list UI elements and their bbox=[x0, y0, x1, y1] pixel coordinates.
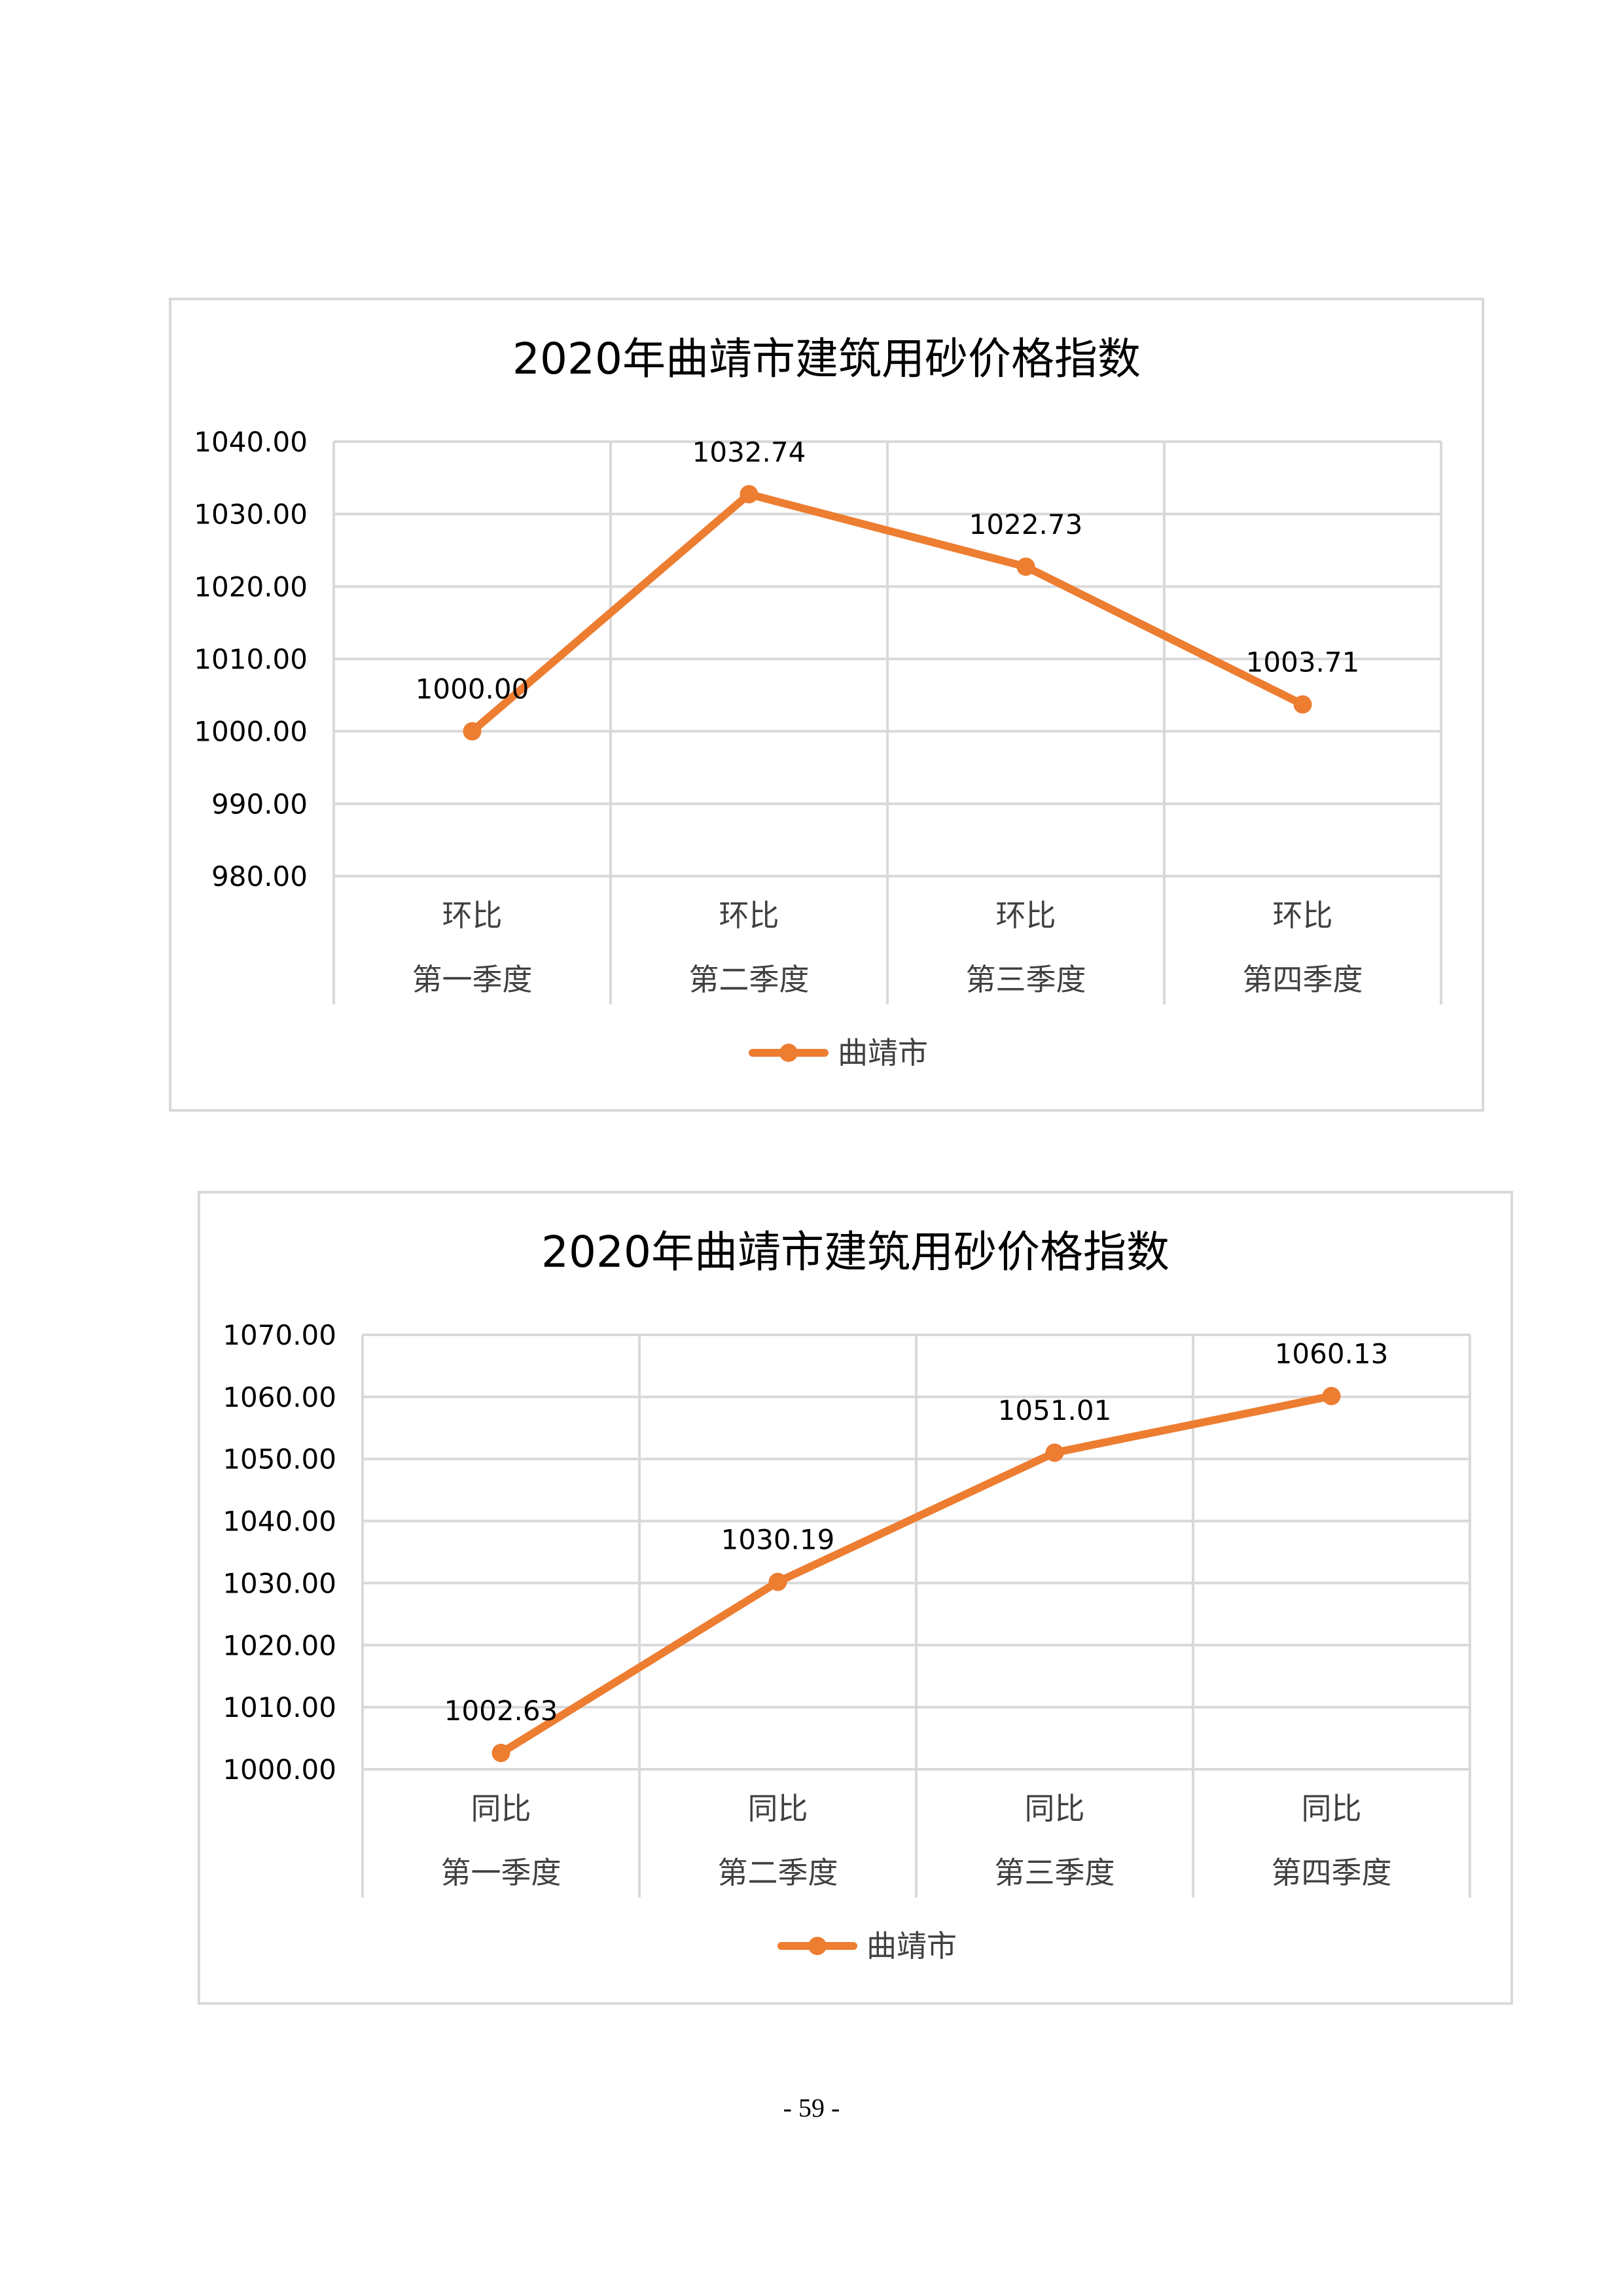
chart-tongbi-xtick-label: 同比 bbox=[471, 1791, 531, 1826]
chart-huanbi-data-label: 1000.00 bbox=[416, 673, 529, 705]
chart-tongbi-data-label: 1060.13 bbox=[1275, 1338, 1389, 1370]
chart-tongbi-xtick-label: 同比 bbox=[1025, 1791, 1085, 1826]
chart-huanbi-xtick-label: 环比 bbox=[996, 898, 1056, 933]
chart-huanbi: 2020年曲靖市建筑用砂价格指数 980.00 990.00 1000.00 1010.… bbox=[169, 298, 1484, 1112]
chart-tongbi-xtick-label: 第三季度 bbox=[995, 1855, 1115, 1890]
chart-huanbi-data-point bbox=[1016, 557, 1035, 576]
chart-tongbi-xtick-label: 第四季度 bbox=[1272, 1855, 1392, 1890]
chart-huanbi-ytick-label: 1030.00 bbox=[194, 499, 308, 531]
chart-tongbi-data-label: 1030.19 bbox=[721, 1524, 835, 1556]
chart-huanbi-xtick-label: 第三季度 bbox=[966, 962, 1086, 997]
page-number: - 59 - bbox=[783, 2093, 840, 2123]
chart-tongbi: 2020年曲靖市建筑用砂价格指数 1000.00 1010.00 1020.00 103… bbox=[198, 1191, 1513, 2005]
chart-tongbi-data-point bbox=[491, 1744, 510, 1763]
chart-huanbi-series-line bbox=[468, 490, 1307, 735]
chart-tongbi-data-label: 1002.63 bbox=[444, 1695, 558, 1727]
chart-huanbi-legend-label: 曲靖市 bbox=[838, 1035, 928, 1070]
chart-tongbi-ytick-label: 1030.00 bbox=[223, 1567, 336, 1599]
chart-huanbi-data-label: 1003.71 bbox=[1246, 646, 1360, 679]
chart-huanbi-xtick-label: 第四季度 bbox=[1243, 962, 1363, 997]
chart-huanbi-ytick-label: 1000.00 bbox=[194, 716, 308, 748]
chart-tongbi-data-point bbox=[768, 1572, 787, 1591]
chart-tongbi-ytick-label: 1060.00 bbox=[223, 1381, 336, 1413]
chart-tongbi-ytick-label: 1070.00 bbox=[223, 1319, 336, 1351]
chart-tongbi-xtick-label: 同比 bbox=[1302, 1791, 1362, 1826]
chart-huanbi-ytick-label: 1010.00 bbox=[194, 643, 308, 675]
chart-tongbi-xtick-label: 第一季度 bbox=[441, 1855, 562, 1890]
chart-tongbi-legend-marker bbox=[808, 1937, 827, 1955]
chart-huanbi-legend-marker bbox=[779, 1044, 798, 1062]
chart-huanbi-data-label: 1032.74 bbox=[692, 436, 806, 468]
chart-huanbi-data-point bbox=[463, 722, 482, 741]
chart-tongbi-series-line bbox=[497, 1392, 1336, 1757]
chart-tongbi-data-point bbox=[1322, 1386, 1341, 1405]
chart-huanbi-svg: 2020年曲靖市建筑用砂价格指数 980.00 990.00 1000.00 1010.… bbox=[194, 334, 1442, 1070]
chart-huanbi-xtick-label: 环比 bbox=[442, 898, 503, 933]
chart-tongbi-ytick-label: 1040.00 bbox=[223, 1506, 336, 1538]
chart-huanbi-ytick-label: 1020.00 bbox=[194, 571, 308, 603]
chart-tongbi-title: 2020年曲靖市建筑用砂价格指数 bbox=[541, 1227, 1169, 1277]
chart-tongbi-svg: 2020年曲靖市建筑用砂价格指数 1000.00 1010.00 1020.00 103… bbox=[223, 1227, 1471, 1964]
chart-huanbi-xtick-label: 环比 bbox=[719, 898, 779, 933]
chart-huanbi-data-label: 1022.73 bbox=[969, 508, 1083, 540]
chart-tongbi-legend-label: 曲靖市 bbox=[866, 1928, 957, 1964]
chart-tongbi-data-label: 1051.01 bbox=[998, 1394, 1112, 1426]
chart-huanbi-ytick-label: 980.00 bbox=[211, 860, 308, 892]
chart-tongbi-ytick-label: 1010.00 bbox=[223, 1691, 336, 1723]
chart-huanbi-xtick-label: 第一季度 bbox=[412, 962, 533, 997]
chart-tongbi-ytick-label: 1000.00 bbox=[223, 1754, 336, 1786]
chart-tongbi-ytick-label: 1020.00 bbox=[223, 1629, 336, 1661]
chart-tongbi-ytick-label: 1050.00 bbox=[223, 1443, 336, 1475]
chart-huanbi-data-point bbox=[1293, 695, 1312, 714]
chart-huanbi-ytick-label: 1040.00 bbox=[194, 426, 308, 458]
chart-huanbi-title: 2020年曲靖市建筑用砂价格指数 bbox=[512, 334, 1141, 384]
chart-huanbi-xtick-label: 第二季度 bbox=[689, 962, 810, 997]
chart-huanbi-data-point bbox=[740, 485, 758, 504]
chart-huanbi-xtick-label: 环比 bbox=[1273, 898, 1333, 933]
chart-tongbi-data-point bbox=[1045, 1443, 1064, 1462]
chart-tongbi-xtick-label: 第二季度 bbox=[718, 1855, 838, 1890]
chart-huanbi-ytick-label: 990.00 bbox=[211, 788, 308, 820]
chart-tongbi-xtick-label: 同比 bbox=[748, 1791, 808, 1826]
